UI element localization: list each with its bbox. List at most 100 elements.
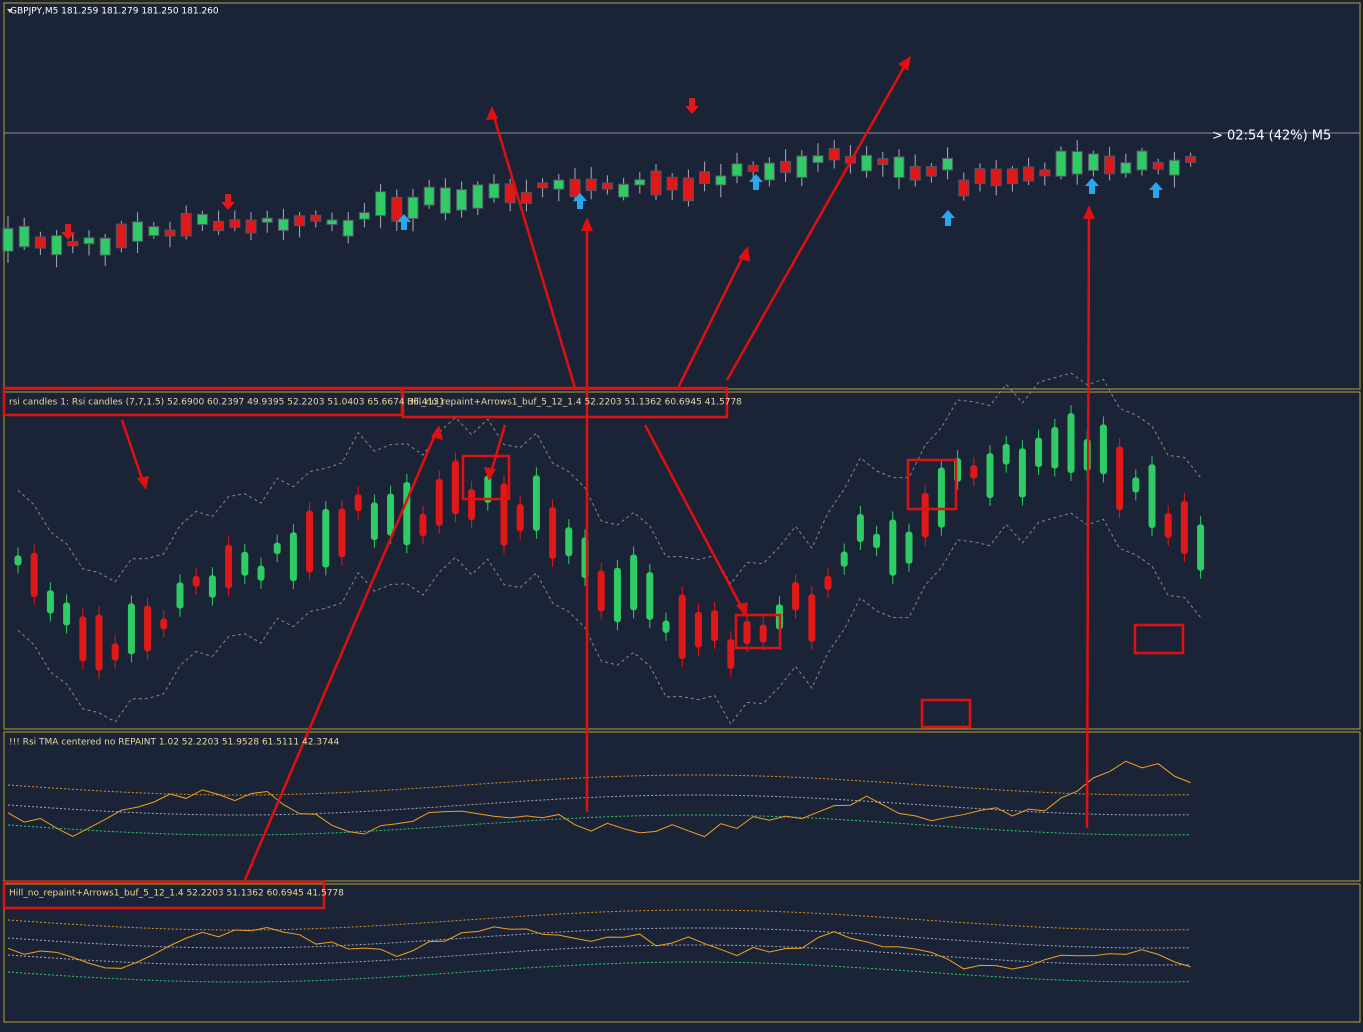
candle bbox=[856, 513, 864, 542]
band bbox=[7, 927, 1191, 949]
candle bbox=[1104, 155, 1116, 175]
candle bbox=[666, 176, 678, 191]
candle bbox=[569, 178, 581, 198]
candle bbox=[990, 168, 1002, 187]
plots bbox=[2, 98, 1205, 983]
candle bbox=[111, 643, 119, 661]
candle bbox=[1035, 437, 1043, 468]
candle bbox=[99, 237, 111, 256]
candle bbox=[208, 575, 216, 598]
candle bbox=[553, 179, 565, 190]
band bbox=[17, 372, 1201, 585]
candle bbox=[160, 618, 168, 630]
candle bbox=[937, 467, 945, 528]
osc-line bbox=[7, 926, 1191, 970]
candle bbox=[824, 575, 832, 590]
candle bbox=[1136, 150, 1148, 171]
candle bbox=[613, 567, 621, 623]
candle bbox=[763, 162, 775, 181]
candle bbox=[176, 582, 184, 609]
panel-label: Hill_no_repaint+Arrows1_buf_5_12_1.4 52.… bbox=[407, 398, 742, 408]
band bbox=[7, 909, 1191, 931]
candle bbox=[1164, 513, 1172, 538]
candle bbox=[484, 475, 492, 503]
candle bbox=[289, 532, 297, 582]
candle bbox=[403, 481, 411, 546]
candle bbox=[310, 214, 322, 222]
candle bbox=[354, 494, 362, 512]
buy-arrow bbox=[1085, 178, 1099, 194]
candle bbox=[196, 213, 208, 225]
candle bbox=[925, 166, 937, 177]
candle bbox=[601, 182, 613, 190]
candle bbox=[2, 227, 14, 252]
sell-arrow bbox=[685, 98, 699, 114]
candle bbox=[257, 565, 265, 581]
candle bbox=[277, 218, 289, 231]
sell-arrow bbox=[61, 224, 75, 240]
symbol-line: GBPJPY,M5 181.259 181.279 181.250 181.26… bbox=[10, 7, 219, 17]
candle bbox=[861, 154, 873, 172]
candle bbox=[1051, 426, 1059, 469]
candle bbox=[1006, 168, 1018, 185]
candle bbox=[796, 155, 808, 178]
candle bbox=[423, 186, 435, 206]
buy-arrow bbox=[397, 214, 411, 230]
buy-arrow bbox=[749, 174, 763, 190]
candle bbox=[407, 196, 419, 219]
candle bbox=[1099, 424, 1107, 475]
candle bbox=[662, 620, 670, 633]
band bbox=[7, 774, 1191, 796]
candle bbox=[95, 614, 103, 671]
candle bbox=[678, 594, 686, 659]
candle bbox=[630, 554, 638, 611]
candle bbox=[46, 590, 54, 614]
band bbox=[17, 512, 1201, 725]
candle bbox=[127, 603, 135, 655]
candle bbox=[322, 508, 330, 568]
band bbox=[7, 814, 1191, 836]
candle bbox=[306, 510, 314, 573]
candle bbox=[532, 475, 540, 531]
candle bbox=[1148, 464, 1156, 528]
candle bbox=[1132, 477, 1140, 493]
candle bbox=[1067, 413, 1075, 473]
candle bbox=[504, 183, 516, 204]
panel-label: Hill_no_repaint+Arrows1_buf_5_12_1.4 52.… bbox=[9, 889, 344, 899]
sell-arrow bbox=[221, 194, 235, 210]
buy-arrow bbox=[1149, 182, 1163, 198]
candle bbox=[213, 220, 225, 232]
band bbox=[7, 794, 1191, 816]
candle bbox=[646, 572, 654, 620]
candle bbox=[370, 502, 378, 541]
candle bbox=[585, 178, 597, 192]
candle bbox=[597, 570, 605, 612]
candle bbox=[164, 229, 176, 237]
candle bbox=[682, 177, 694, 202]
candle bbox=[1055, 150, 1067, 177]
candle bbox=[472, 184, 484, 209]
candle bbox=[877, 158, 889, 165]
candle bbox=[435, 478, 443, 526]
candle bbox=[488, 183, 500, 199]
candle bbox=[921, 492, 929, 538]
candle bbox=[229, 219, 241, 228]
candle bbox=[30, 552, 38, 598]
candle bbox=[67, 241, 79, 247]
buy-arrow bbox=[573, 193, 587, 209]
candle bbox=[451, 460, 459, 515]
candle bbox=[132, 221, 144, 242]
candle bbox=[958, 179, 970, 197]
candle bbox=[192, 576, 200, 587]
candle bbox=[387, 493, 395, 536]
candle bbox=[326, 219, 338, 225]
candle bbox=[273, 542, 281, 555]
band bbox=[7, 944, 1191, 966]
candle bbox=[694, 611, 702, 648]
candle bbox=[1197, 524, 1205, 571]
candle bbox=[115, 223, 127, 249]
candle bbox=[873, 533, 881, 549]
candle bbox=[419, 513, 427, 537]
